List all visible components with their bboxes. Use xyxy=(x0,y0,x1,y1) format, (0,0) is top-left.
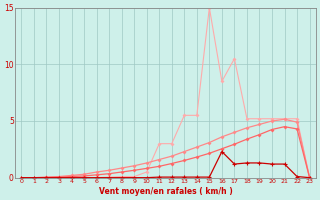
X-axis label: Vent moyen/en rafales ( km/h ): Vent moyen/en rafales ( km/h ) xyxy=(99,187,232,196)
